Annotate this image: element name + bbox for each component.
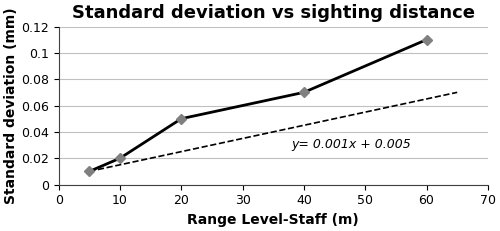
Title: Standard deviation vs sighting distance: Standard deviation vs sighting distance xyxy=(72,4,475,22)
X-axis label: Range Level-Staff (m): Range Level-Staff (m) xyxy=(188,213,359,227)
Y-axis label: Standard deviation (mm): Standard deviation (mm) xyxy=(4,7,18,204)
Text: y= 0.001x + 0.005: y= 0.001x + 0.005 xyxy=(292,138,412,151)
